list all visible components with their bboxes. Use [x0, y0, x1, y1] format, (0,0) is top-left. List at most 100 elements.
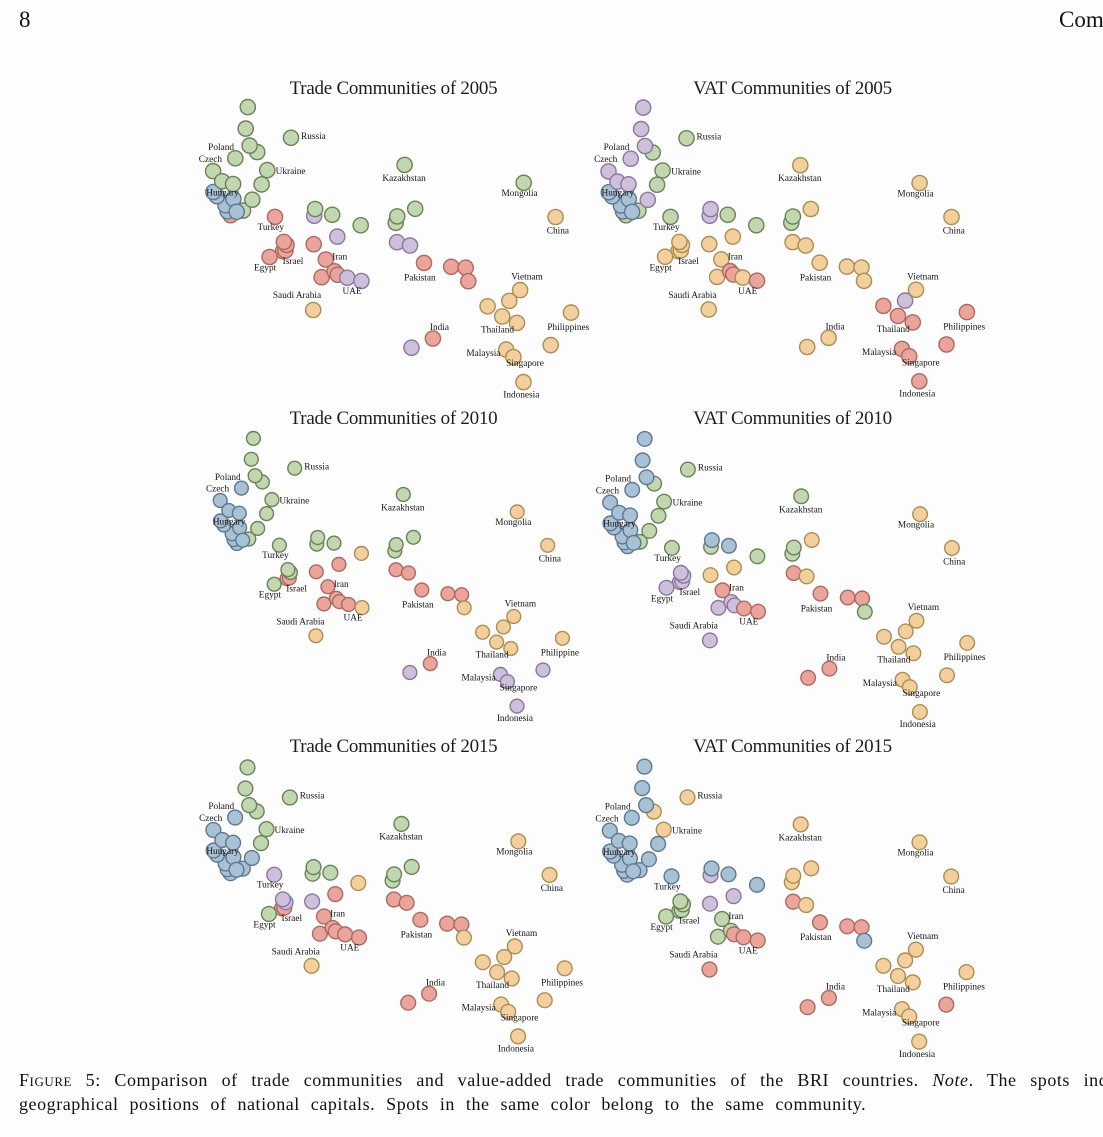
svg-text:Malaysia: Malaysia — [462, 1004, 496, 1014]
svg-text:Turkey: Turkey — [654, 554, 681, 564]
svg-text:Mongolia: Mongolia — [897, 849, 933, 859]
svg-text:Indonesia: Indonesia — [900, 720, 936, 730]
svg-text:India: India — [427, 649, 446, 659]
svg-text:Malaysia: Malaysia — [862, 1008, 896, 1018]
svg-text:Thailand: Thailand — [877, 325, 910, 335]
svg-text:Philippines: Philippines — [547, 323, 589, 333]
svg-text:Kazakhstan: Kazakhstan — [379, 833, 423, 843]
svg-text:Russia: Russia — [697, 133, 722, 143]
svg-text:Ukraine: Ukraine — [275, 826, 305, 836]
svg-text:Malaysia: Malaysia — [862, 348, 896, 358]
svg-text:UAE: UAE — [739, 947, 758, 957]
svg-text:Pakistan: Pakistan — [800, 274, 832, 284]
svg-text:Czech: Czech — [596, 486, 620, 496]
svg-text:Israel: Israel — [679, 588, 700, 598]
svg-text:Philippines: Philippines — [541, 978, 583, 988]
svg-text:Thailand: Thailand — [877, 985, 910, 995]
svg-text:Ukraine: Ukraine — [672, 827, 702, 837]
svg-text:Philippines: Philippines — [943, 982, 985, 992]
svg-text:Saudi Arabia: Saudi Arabia — [668, 291, 716, 301]
svg-text:Ukraine: Ukraine — [279, 497, 309, 507]
svg-text:India: India — [826, 323, 845, 333]
svg-text:Iran: Iran — [330, 910, 345, 920]
svg-text:Pakistan: Pakistan — [404, 274, 436, 284]
svg-text:UAE: UAE — [340, 944, 359, 954]
svg-text:Singapore: Singapore — [902, 1019, 940, 1029]
svg-text:Kazakhstan: Kazakhstan — [381, 503, 425, 513]
svg-text:Philippines: Philippines — [943, 322, 985, 332]
svg-text:Mongolia: Mongolia — [502, 189, 538, 199]
svg-text:Iran: Iran — [728, 253, 743, 263]
svg-text:Egypt: Egypt — [259, 591, 282, 601]
svg-text:UAE: UAE — [344, 614, 363, 624]
svg-text:China: China — [539, 554, 561, 564]
svg-text:Kazakhstan: Kazakhstan — [778, 174, 822, 184]
svg-text:Israel: Israel — [679, 917, 700, 927]
svg-text:Turkey: Turkey — [654, 883, 681, 893]
svg-text:Singapore: Singapore — [501, 1014, 539, 1024]
svg-text:Vietnam: Vietnam — [908, 603, 940, 613]
svg-text:Kazakhstan: Kazakhstan — [779, 505, 823, 515]
svg-text:China: China — [943, 226, 965, 236]
svg-text:Vietnam: Vietnam — [505, 599, 537, 609]
svg-text:Ukraine: Ukraine — [276, 167, 306, 177]
svg-text:Hungary: Hungary — [213, 517, 246, 527]
svg-text:Israel: Israel — [281, 914, 302, 924]
svg-text:Hungary: Hungary — [206, 847, 239, 857]
svg-text:India: India — [426, 979, 445, 989]
svg-text:Malaysia: Malaysia — [462, 674, 496, 684]
svg-text:Poland: Poland — [605, 474, 631, 484]
svg-text:Indonesia: Indonesia — [899, 389, 935, 399]
svg-text:Iran: Iran — [729, 583, 744, 593]
svg-text:Turkey: Turkey — [653, 223, 680, 233]
svg-text:UAE: UAE — [738, 287, 757, 297]
svg-text:Thailand: Thailand — [476, 981, 509, 991]
svg-text:Egypt: Egypt — [650, 923, 673, 933]
svg-text:Russia: Russia — [698, 464, 723, 474]
svg-text:Egypt: Egypt — [253, 920, 276, 930]
svg-text:Singapore: Singapore — [500, 684, 538, 694]
svg-text:Turkey: Turkey — [262, 551, 289, 561]
svg-text:Hungary: Hungary — [603, 520, 636, 530]
svg-text:Czech: Czech — [206, 485, 230, 495]
svg-text:Pakistan: Pakistan — [401, 930, 433, 940]
svg-text:Russia: Russia — [697, 792, 722, 802]
svg-text:Pakistan: Pakistan — [800, 933, 832, 943]
svg-text:Vietnam: Vietnam — [511, 273, 543, 283]
svg-text:Poland: Poland — [208, 143, 234, 153]
svg-text:Hungary: Hungary — [602, 189, 635, 199]
svg-text:Poland: Poland — [604, 143, 630, 153]
svg-text:India: India — [826, 983, 845, 993]
svg-text:Russia: Russia — [304, 462, 329, 472]
svg-text:Mongolia: Mongolia — [897, 189, 933, 199]
svg-text:Iran: Iran — [728, 912, 743, 922]
svg-text:Mongolia: Mongolia — [495, 518, 531, 528]
svg-text:Singapore: Singapore — [902, 358, 940, 368]
svg-text:China: China — [943, 557, 965, 567]
svg-text:Czech: Czech — [595, 814, 619, 824]
svg-text:Malaysia: Malaysia — [466, 349, 500, 359]
svg-text:Turkey: Turkey — [257, 881, 284, 891]
svg-text:Malaysia: Malaysia — [863, 679, 897, 689]
svg-text:Indonesia: Indonesia — [503, 390, 539, 400]
svg-text:Israel: Israel — [678, 257, 699, 267]
svg-text:India: India — [430, 323, 449, 333]
svg-text:Iran: Iran — [334, 580, 349, 590]
svg-text:Poland: Poland — [605, 802, 631, 812]
svg-text:Czech: Czech — [594, 155, 618, 165]
svg-text:Singapore: Singapore — [903, 689, 941, 699]
svg-text:Vietnam: Vietnam — [907, 932, 939, 942]
svg-text:Czech: Czech — [199, 155, 223, 165]
svg-text:Indonesia: Indonesia — [899, 1050, 935, 1060]
svg-text:Egypt: Egypt — [651, 594, 674, 604]
svg-text:India: India — [826, 653, 845, 663]
svg-text:Kazakhstan: Kazakhstan — [382, 174, 426, 184]
svg-text:UAE: UAE — [739, 618, 758, 628]
svg-text:Ukraine: Ukraine — [673, 499, 703, 509]
svg-text:Israel: Israel — [283, 257, 304, 267]
svg-text:China: China — [541, 884, 563, 894]
svg-text:UAE: UAE — [343, 287, 362, 297]
svg-text:Hungary: Hungary — [603, 848, 636, 858]
svg-text:Indonesia: Indonesia — [498, 1044, 534, 1054]
svg-text:Czech: Czech — [199, 814, 223, 824]
